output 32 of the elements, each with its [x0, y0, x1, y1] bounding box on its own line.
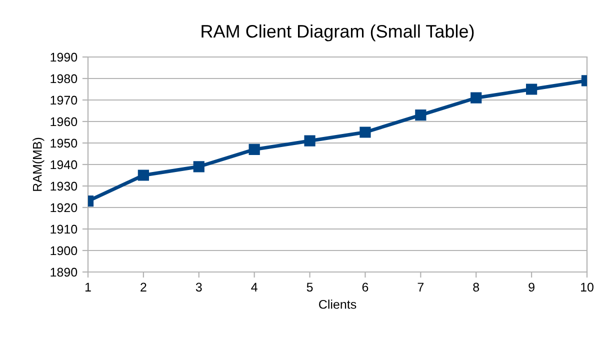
point	[138, 170, 149, 181]
x-tick-label: 2	[140, 282, 146, 292]
y-axis-title: RAM(MB)	[32, 138, 44, 191]
y-tick-label: 1920	[50, 203, 78, 212]
y-tick-label: 1900	[50, 246, 78, 256]
y-tick-label: 1890	[50, 268, 78, 277]
chart-title: RAM Client Diagram (Small Table)	[202, 24, 474, 42]
y-tick-label: 1910	[50, 224, 78, 234]
point	[360, 126, 371, 138]
point	[248, 144, 260, 156]
point	[470, 92, 482, 104]
y-tick-label: 1950	[50, 138, 78, 148]
x-tick-label: 4	[251, 282, 258, 292]
x-tick-label: 8	[473, 282, 480, 292]
point	[526, 84, 538, 95]
y-tick-label: 1960	[50, 117, 78, 126]
y-tick-label: 1940	[50, 160, 78, 170]
point	[193, 161, 204, 172]
x-tick-label: 7	[418, 282, 424, 292]
x-axis-title: Clients	[319, 300, 356, 309]
x-tick-label: 9	[528, 282, 534, 292]
x-tick-label: 3	[196, 282, 202, 292]
y-tick-label: 1970	[50, 96, 78, 105]
x-tick-label: 1	[85, 282, 91, 292]
x-tick-label: 6	[362, 282, 368, 292]
point	[304, 135, 316, 146]
x-tick-label: 10	[581, 282, 594, 292]
y-tick-label: 1930	[50, 182, 78, 191]
y-tick-label: 1990	[50, 52, 78, 62]
x-tick-label: 5	[306, 282, 313, 292]
point	[415, 109, 426, 121]
y-tick-label: 1980	[50, 74, 78, 84]
